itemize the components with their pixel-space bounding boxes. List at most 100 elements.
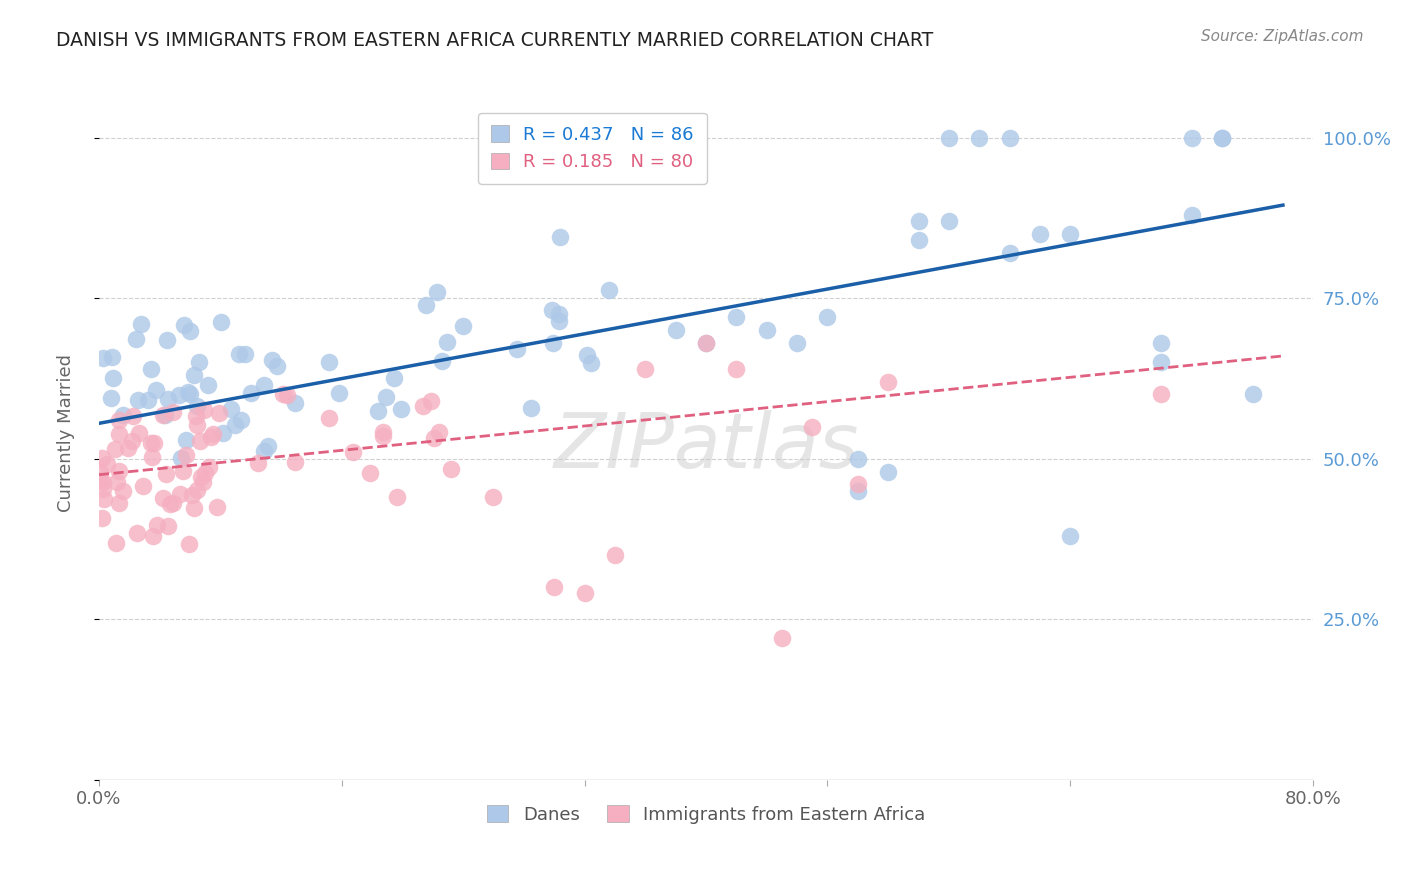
Point — [453, 318, 475, 333]
Point — [128, 425, 150, 440]
Point — [257, 439, 280, 453]
Point — [89, 474, 111, 488]
Point — [725, 361, 748, 376]
Point — [253, 444, 276, 458]
Point — [695, 336, 717, 351]
Point — [907, 234, 929, 248]
Point — [193, 403, 215, 417]
Point — [145, 383, 167, 397]
Point — [101, 350, 124, 364]
Point — [415, 298, 437, 312]
Point — [162, 495, 184, 509]
Point — [142, 529, 165, 543]
Point — [436, 335, 458, 350]
Point — [240, 386, 263, 401]
Point — [938, 214, 960, 228]
Point — [89, 465, 111, 479]
Point — [271, 387, 294, 401]
Point — [266, 359, 288, 373]
Point — [1150, 355, 1173, 369]
Point — [575, 348, 598, 362]
Point — [200, 430, 222, 444]
Point — [108, 413, 131, 427]
Point — [253, 377, 276, 392]
Point — [184, 409, 207, 424]
Point — [540, 302, 562, 317]
Point — [907, 214, 929, 228]
Point — [725, 310, 748, 325]
Point — [382, 370, 405, 384]
Point — [371, 425, 394, 439]
Point — [209, 315, 232, 329]
Point — [93, 491, 115, 506]
Point — [127, 525, 149, 540]
Point — [152, 409, 174, 423]
Point — [246, 456, 269, 470]
Point — [284, 455, 307, 469]
Point — [169, 486, 191, 500]
Point — [998, 246, 1021, 260]
Point — [367, 404, 389, 418]
Point — [374, 390, 396, 404]
Point — [186, 417, 208, 432]
Point — [755, 323, 778, 337]
Point — [91, 511, 114, 525]
Point — [90, 451, 112, 466]
Point — [817, 310, 839, 325]
Point — [877, 375, 900, 389]
Point — [786, 336, 808, 351]
Point — [177, 537, 200, 551]
Point — [107, 464, 129, 478]
Point — [194, 466, 217, 480]
Point — [156, 333, 179, 347]
Point — [385, 490, 408, 504]
Point — [157, 518, 180, 533]
Point — [598, 283, 620, 297]
Point — [179, 324, 201, 338]
Point — [190, 470, 212, 484]
Point — [131, 479, 153, 493]
Point — [141, 450, 163, 464]
Text: DANISH VS IMMIGRANTS FROM EASTERN AFRICA CURRENTLY MARRIED CORRELATION CHART: DANISH VS IMMIGRANTS FROM EASTERN AFRICA… — [56, 31, 934, 50]
Point — [96, 457, 118, 471]
Point — [665, 323, 688, 337]
Point — [846, 483, 869, 498]
Point — [104, 536, 127, 550]
Point — [427, 425, 450, 439]
Point — [152, 491, 174, 505]
Point — [205, 500, 228, 514]
Point — [439, 462, 461, 476]
Point — [318, 355, 340, 369]
Point — [100, 392, 122, 406]
Point — [1059, 529, 1081, 543]
Point — [162, 405, 184, 419]
Point — [121, 434, 143, 448]
Point — [422, 431, 444, 445]
Point — [186, 483, 208, 498]
Point — [167, 388, 190, 402]
Point — [91, 351, 114, 366]
Point — [505, 342, 527, 356]
Point — [318, 410, 340, 425]
Point — [170, 451, 193, 466]
Point — [541, 336, 564, 351]
Point — [157, 392, 180, 406]
Point — [1241, 387, 1264, 401]
Point — [420, 394, 443, 409]
Point — [159, 497, 181, 511]
Point — [969, 130, 991, 145]
Point — [108, 496, 131, 510]
Point — [233, 347, 256, 361]
Point — [371, 429, 394, 443]
Point — [179, 387, 201, 401]
Text: ZIPatlas: ZIPatlas — [554, 409, 859, 483]
Point — [548, 307, 571, 321]
Point — [177, 384, 200, 399]
Point — [143, 435, 166, 450]
Point — [208, 406, 231, 420]
Point — [174, 448, 197, 462]
Point — [550, 229, 572, 244]
Point — [183, 368, 205, 382]
Point — [197, 377, 219, 392]
Point — [188, 434, 211, 448]
